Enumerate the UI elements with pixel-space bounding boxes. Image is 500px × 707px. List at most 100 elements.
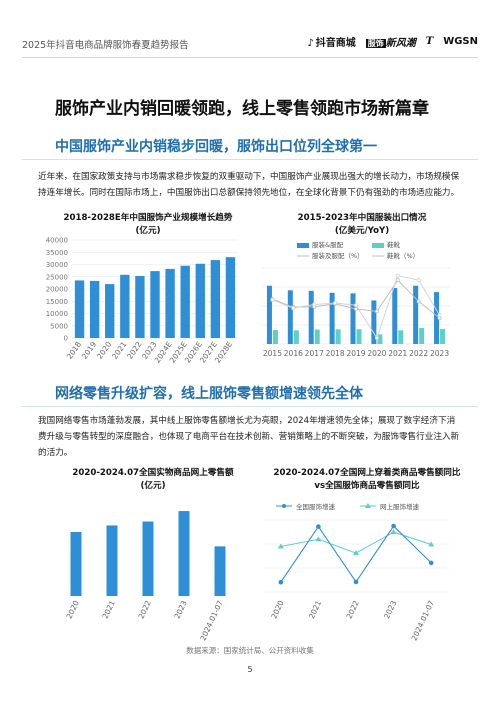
chart2-point [416,278,421,283]
section1-paragraph: 近年来，在国家政策支持与市场需求稳步恢复的双重驱动下，中国服饰产业展现出强大的增… [38,172,460,198]
chart1-ytick-label: 5000 [50,322,68,330]
chart4-legend-swatch [282,504,286,508]
chart1-bar [225,257,236,338]
chart1-bar [180,265,190,338]
chart2-legend-label: 鞋靴 [387,240,401,249]
chart2-bar [350,293,356,344]
chart2-xtick-label: 2015 [263,349,282,358]
chart2-point [395,278,400,283]
chart4-point [428,560,434,566]
chart2-point [374,309,379,314]
chart4-point [278,579,284,585]
chart1-title: 2018-2028E年中国服饰产业规模增长趋势 (亿元) [63,213,233,236]
chart2-point [395,273,400,278]
chart1-bar [195,263,205,338]
douyin-mall-logo: 抖音商城 [307,34,356,49]
chart2-point [353,307,358,312]
chart2-title: 2015-2023年中国服装出口情况 (亿美元/YoY) [297,213,427,236]
chart4-series-line [280,531,432,554]
t-logo: T [425,36,434,47]
chart1-ytick-label: 10000 [46,310,68,318]
chart4-xtick-label: 2021 [307,599,323,620]
chart3-bar [142,521,154,596]
chart2-bar [287,290,293,344]
section2-paragraph: 我国网络零售市场蓬勃发展，其中线上服饰零售额增长尤为亮眼，2024年增速领先全体… [38,416,460,458]
chart1-ytick-label: 35000 [46,249,68,257]
chart1-ytick-label: 30000 [46,261,68,269]
chart4-xtick-label: 2020 [269,599,285,620]
chart4-xtick-label: 2023 [382,599,398,620]
chart4-point [315,536,322,542]
page-title: 服饰产业内销回暖领跑，线上零售领跑市场新篇章 [55,99,429,119]
chart2-xtick-label: 2018 [326,349,345,358]
chart2-bar [329,292,335,344]
chart3-bar [214,546,226,596]
chart2-bar [272,330,278,344]
chart2-legend-label: 服装及服配（%） [312,251,364,260]
page-number: 5 [247,665,253,674]
chart2-xtick-label: 2023 [430,349,449,358]
chart2-bar [377,334,383,344]
chart2-point [353,303,358,308]
chart2-bar [314,329,320,344]
chart2-xtick-label: 2022 [409,349,428,358]
chart2-point [270,297,275,302]
chart2-point [374,335,379,340]
chart2-bar [266,285,272,344]
chart2-bar [293,330,299,344]
chart4-point [316,524,321,529]
chart2-xtick-label: 2021 [388,349,407,358]
chart1-bar [150,271,160,338]
chart4-point [277,543,284,549]
chart3-bar [106,525,118,596]
chart2-point [312,302,317,307]
chart2-bar [434,292,440,344]
chart1-bar [74,280,85,338]
chart1-ytick-label: 20000 [46,286,68,294]
chart1-bar [120,274,130,338]
chart4-point [353,579,359,585]
header-divider [22,57,478,58]
report-title: 2025年抖音电商品牌服饰春夏趋势报告 [22,40,189,51]
chart4-title: 2020-2024.07全国网上穿着类商品零售额同比 vs全国服饰商品零售额同比 [273,468,461,491]
chart2-bar [356,329,362,344]
section2-divider [22,406,478,407]
chart3-title: 2020-2024.07全国实物商品网上零售额 (亿元) [72,468,234,491]
chart2-legend-label: 服装&服配 [312,240,344,249]
chart2-bar [413,285,419,344]
fashion-logo: 服饰 新风潮 [365,38,416,49]
chart4-legend-label: 网上服饰增速 [380,502,420,511]
data-source: 数据来源：国家统计局、公开资料收集 [186,646,314,655]
chart1-bar [89,280,100,338]
section1-divider [22,159,478,160]
chart4-point [390,529,397,535]
chart4-point [353,550,359,556]
chart2-bar [392,288,398,344]
chart2-bar [308,290,314,344]
wgsn-logo: WGSN [443,36,478,47]
section1-heading: 中国服饰产业内销稳步回暖，服饰出口位列全球第一 [55,139,377,155]
chart3-bar [178,511,190,596]
chart2-xtick-label: 2020 [367,349,386,358]
chart4-legend-swatch [365,503,371,508]
chart1-bar [165,268,175,338]
chart1-bar [135,276,145,338]
section2-heading: 网络零售升级扩容，线上服饰零售额增速领先全体 [55,386,363,402]
chart4-xtick-label: 2024.01-07 [410,599,437,642]
chart1-ytick-label: 0 [64,335,68,343]
chart2-xtick-label: 2016 [284,349,303,358]
chart2-bar [371,300,377,344]
chart4-legend-label: 全国服饰增速 [296,502,336,511]
chart2-bar [419,328,425,344]
chart4-point [428,541,435,547]
chart1-ytick-label: 40000 [46,237,68,245]
chart3-bar [70,531,82,596]
chart2-point [333,300,338,305]
chart4-xtick-label: 2022 [345,599,361,620]
chart2-bar [335,329,341,344]
